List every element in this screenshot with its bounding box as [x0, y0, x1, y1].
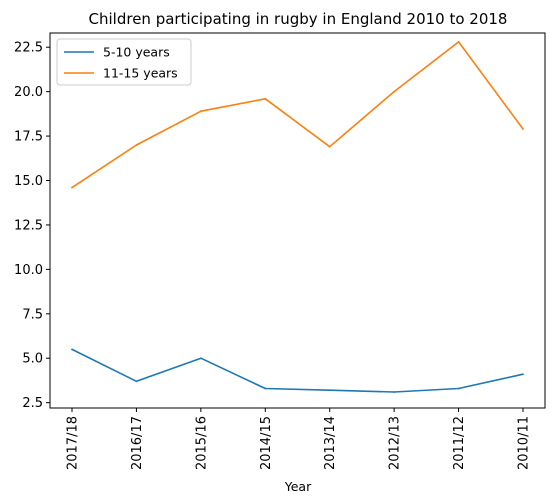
x-tick-label: 2010/11	[517, 416, 532, 470]
x-axis: 2017/18 2016/17 2015/16 2014/15 2013/14 2012/…	[66, 408, 532, 470]
data-point	[135, 380, 138, 383]
x-tick-label: 2012/13	[388, 416, 403, 470]
x-tick-label: 2013/14	[323, 416, 338, 470]
y-tick-label: 20.0	[14, 85, 43, 100]
y-tick-label: 7.5	[22, 307, 43, 322]
y-tick-label: 22.5	[14, 41, 43, 56]
y-tick-label: 10.0	[14, 263, 43, 278]
x-axis-title: Year	[284, 479, 312, 494]
legend-label: 11-15 years	[103, 66, 178, 81]
data-point	[71, 186, 73, 189]
data-point	[264, 97, 267, 100]
x-tick-label: 2017/18	[66, 416, 81, 470]
series-layer	[71, 40, 524, 393]
data-point	[457, 40, 460, 43]
plot-frame	[49, 32, 546, 409]
y-tick-label: 15.0	[14, 174, 43, 189]
data-point	[71, 348, 73, 351]
legend-label: 5-10 years	[103, 45, 170, 60]
x-tick-label: 2016/17	[130, 416, 145, 470]
y-axis: 2.5 5.0 7.5 10.0 12.5 15.0 17.5 20.0 22.5	[14, 41, 50, 411]
data-point	[393, 391, 396, 393]
data-point	[328, 145, 331, 148]
x-tick-label: 2015/16	[194, 416, 209, 470]
legend: 5-10 years 11-15 years	[56, 38, 192, 86]
data-point	[264, 387, 267, 390]
data-point	[199, 110, 202, 113]
data-point	[393, 90, 396, 93]
x-tick-label: 2011/12	[452, 416, 467, 470]
y-tick-label: 12.5	[14, 218, 43, 233]
plot-area	[49, 32, 546, 409]
data-point	[522, 128, 524, 130]
data-point	[135, 144, 138, 146]
data-point	[522, 373, 524, 376]
y-tick-label: 2.5	[22, 396, 43, 411]
y-tick-label: 17.5	[14, 130, 43, 145]
series-line-1	[71, 348, 524, 393]
x-tick-label: 2014/15	[259, 416, 274, 470]
chart-title: Children participating in rugby in Engla…	[89, 10, 508, 28]
data-point	[328, 389, 331, 392]
data-point	[199, 357, 202, 360]
y-tick-label: 5.0	[22, 352, 43, 367]
data-point	[457, 387, 460, 390]
series-line-2	[71, 41, 524, 189]
